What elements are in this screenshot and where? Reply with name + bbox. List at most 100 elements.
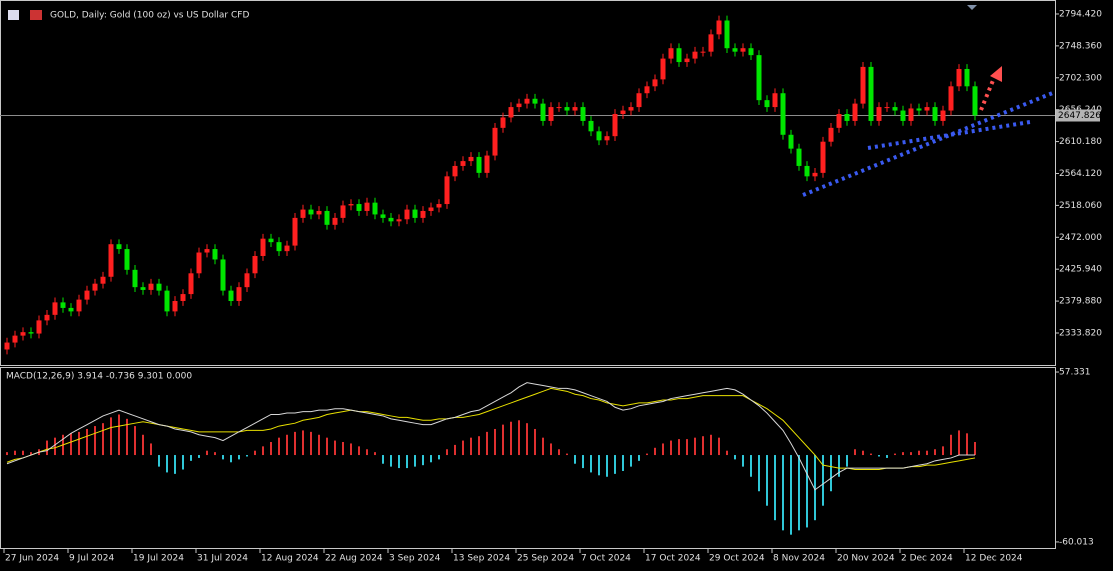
macd-bar	[206, 450, 208, 456]
macd-bar	[862, 450, 864, 456]
x-tick-label: 31 Jul 2024	[197, 554, 248, 564]
macd-bar	[886, 455, 888, 458]
macd-bar	[198, 455, 200, 458]
candle-body	[212, 249, 218, 260]
y-tick-label: 2472.000	[1059, 233, 1102, 243]
macd-bar	[958, 430, 960, 456]
candle-body	[252, 255, 258, 274]
macd-main-line	[6, 382, 975, 491]
x-tick-label: 13 Sep 2024	[453, 554, 510, 564]
macd-bar	[118, 414, 120, 456]
macd-label: MACD(12,26,9) 3.914 -0.736 9.301 0.000	[6, 372, 192, 382]
candle-body	[764, 100, 770, 108]
macd-bar	[94, 426, 96, 456]
candle-body	[580, 107, 586, 121]
candle-body	[828, 127, 834, 142]
macd-bar	[814, 455, 816, 521]
candle-body	[716, 20, 722, 35]
current-price-label: 2647.826	[1058, 111, 1101, 121]
macd-bar	[846, 455, 848, 467]
x-tick-label: 29 Oct 2024	[709, 554, 765, 564]
candle-body	[820, 141, 826, 173]
x-tick-label: 27 Jun 2024	[5, 554, 59, 564]
macd-bar	[126, 418, 128, 456]
candle-body	[116, 244, 122, 250]
macd-bar	[782, 455, 784, 531]
macd-bar	[566, 453, 568, 456]
x-tick-label: 2 Dec 2024	[901, 554, 953, 564]
macd-bar	[942, 446, 944, 456]
macd-bar	[742, 455, 744, 467]
y-tick-label: 2748.360	[1059, 41, 1102, 51]
candle-body	[748, 48, 754, 56]
macd-bar	[318, 434, 320, 456]
macd-bar	[918, 450, 920, 456]
x-tick-label: 12 Dec 2024	[965, 554, 1023, 564]
macd-bar	[78, 431, 80, 456]
y-tick-label: 2702.300	[1059, 73, 1102, 83]
x-tick-label: 20 Nov 2024	[837, 554, 895, 564]
candle-body	[20, 332, 26, 336]
macd-bar	[518, 420, 520, 456]
macd-bar	[246, 455, 248, 457]
macd-bar	[766, 455, 768, 506]
macd-bar	[46, 440, 48, 456]
macd-bar	[534, 428, 536, 456]
macd-bar	[110, 417, 112, 456]
macd-panel-frame	[0, 367, 1056, 549]
candle-body	[356, 204, 362, 211]
candle-body	[860, 66, 866, 104]
y-tick-label: 2379.880	[1059, 297, 1102, 307]
candle-body	[396, 219, 402, 222]
candle-body	[964, 68, 970, 87]
macd-bar	[270, 442, 272, 456]
macd-bar	[582, 455, 584, 469]
candle-body	[196, 252, 202, 274]
macd-bar	[54, 437, 56, 456]
macd-bar	[158, 455, 160, 467]
chart-title: GOLD, Daily: Gold (100 oz) vs US Dollar …	[50, 11, 249, 21]
trendline	[802, 90, 1056, 197]
candle-body	[476, 156, 482, 173]
candle-body	[332, 217, 338, 225]
macd-bar	[286, 434, 288, 456]
current-price-box	[1056, 109, 1100, 122]
macd-bar	[542, 437, 544, 456]
candle-body	[844, 114, 850, 121]
candle-body	[676, 48, 682, 63]
macd-bar	[462, 440, 464, 456]
candle-body	[148, 283, 154, 290]
macd-bar	[134, 426, 136, 456]
macd-bar	[750, 455, 752, 477]
scroll-marker	[967, 5, 977, 10]
x-tick-label: 25 Sep 2024	[517, 554, 574, 564]
y-tick-label: 2518.060	[1059, 201, 1102, 211]
candle-body	[972, 86, 978, 116]
candle-body	[284, 245, 290, 252]
candle-body	[460, 161, 466, 166]
candle-body	[516, 103, 522, 108]
candle-body	[404, 209, 410, 220]
forecast-arrow	[979, 77, 996, 111]
macd-bar	[734, 455, 736, 460]
candle-body	[468, 156, 474, 162]
macd-bar	[310, 431, 312, 456]
candle-body	[564, 107, 570, 111]
macd-bar	[174, 455, 176, 474]
macd-bar	[510, 421, 512, 456]
macd-bar	[726, 450, 728, 456]
x-tick-label: 3 Sep 2024	[389, 554, 441, 564]
candle-body	[548, 107, 554, 121]
candle-body	[220, 259, 226, 291]
candle-body	[572, 107, 578, 111]
candle-body	[420, 210, 426, 218]
candle-body	[892, 107, 898, 111]
candle-body	[740, 48, 746, 52]
macd-bar	[254, 450, 256, 456]
candle-body	[908, 108, 914, 121]
y-tick-label: 2564.120	[1059, 169, 1102, 179]
macd-bar	[382, 455, 384, 464]
macd-bar	[406, 455, 408, 469]
candle-body	[4, 342, 10, 350]
candle-body	[84, 290, 90, 300]
